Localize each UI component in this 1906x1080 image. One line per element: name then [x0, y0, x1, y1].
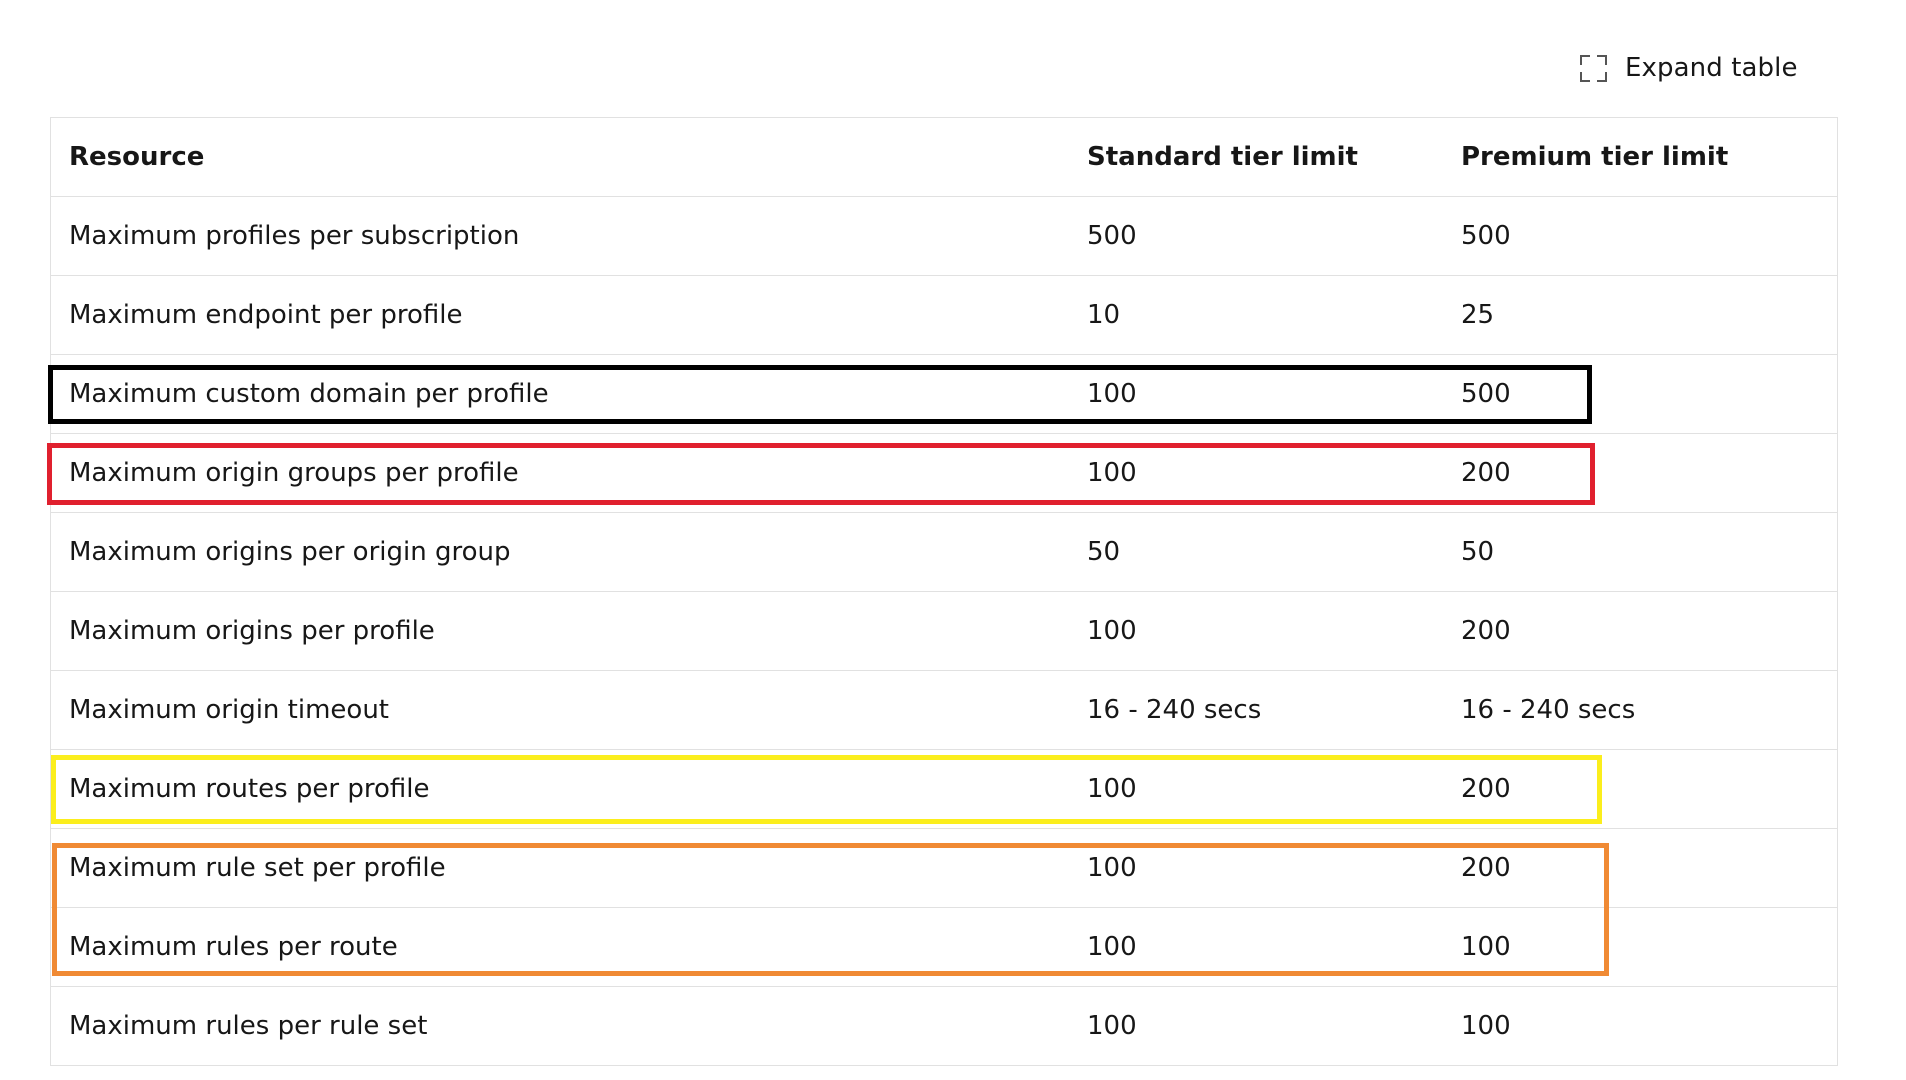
- cell-premium: 200: [1443, 591, 1837, 671]
- cell-premium: 200: [1443, 749, 1837, 829]
- cell-standard: 500: [1069, 196, 1443, 276]
- cell-premium: 25: [1443, 275, 1837, 355]
- cell-standard: 100: [1069, 354, 1443, 434]
- cell-resource: Maximum profiles per subscription: [51, 196, 1069, 276]
- expand-table-button[interactable]: Expand table: [1580, 46, 1798, 90]
- table-row: Maximum origin groups per profile 100 20…: [51, 433, 1837, 513]
- table-row: Maximum rule set per profile 100 200: [51, 828, 1837, 908]
- table-row: Maximum custom domain per profile 100 50…: [51, 354, 1837, 434]
- cell-premium: 500: [1443, 196, 1837, 276]
- cell-resource: Maximum origin timeout: [51, 670, 1069, 750]
- cell-resource: Maximum custom domain per profile: [51, 354, 1069, 434]
- cell-resource: Maximum origins per origin group: [51, 512, 1069, 592]
- cell-resource: Maximum rules per route: [51, 907, 1069, 987]
- cell-resource: Maximum rule set per profile: [51, 828, 1069, 908]
- cell-premium: 100: [1443, 986, 1837, 1066]
- cell-standard: 100: [1069, 986, 1443, 1066]
- cell-standard: 100: [1069, 591, 1443, 671]
- cell-standard: 100: [1069, 828, 1443, 908]
- table-row: Maximum profiles per subscription 500 50…: [51, 196, 1837, 276]
- table-row: Maximum origins per profile 100 200: [51, 591, 1837, 671]
- cell-resource: Maximum rules per rule set: [51, 986, 1069, 1066]
- cell-resource: Maximum origin groups per profile: [51, 433, 1069, 513]
- cell-standard: 50: [1069, 512, 1443, 592]
- table-row: Maximum rules per route 100 100: [51, 907, 1837, 987]
- cell-premium: 100: [1443, 907, 1837, 987]
- cell-standard: 10: [1069, 275, 1443, 355]
- expand-table-label: Expand table: [1625, 53, 1798, 83]
- table-row: Maximum rules per rule set 100 100: [51, 986, 1837, 1066]
- column-header-premium: Premium tier limit: [1443, 118, 1837, 197]
- table-header-row: Resource Standard tier limit Premium tie…: [51, 118, 1837, 197]
- limits-table: Resource Standard tier limit Premium tie…: [50, 117, 1838, 1066]
- table-row: Maximum origin timeout 16 - 240 secs 16 …: [51, 670, 1837, 750]
- cell-premium: 16 - 240 secs: [1443, 670, 1837, 750]
- column-header-resource: Resource: [51, 118, 1069, 197]
- cell-standard: 16 - 240 secs: [1069, 670, 1443, 750]
- table-row: Maximum endpoint per profile 10 25: [51, 275, 1837, 355]
- cell-standard: 100: [1069, 907, 1443, 987]
- expand-icon: [1580, 54, 1607, 82]
- cell-standard: 100: [1069, 433, 1443, 513]
- table-row: Maximum routes per profile 100 200: [51, 749, 1837, 829]
- cell-premium: 200: [1443, 828, 1837, 908]
- table-row: Maximum origins per origin group 50 50: [51, 512, 1837, 592]
- cell-premium: 200: [1443, 433, 1837, 513]
- cell-standard: 100: [1069, 749, 1443, 829]
- cell-premium: 50: [1443, 512, 1837, 592]
- cell-resource: Maximum routes per profile: [51, 749, 1069, 829]
- cell-resource: Maximum origins per profile: [51, 591, 1069, 671]
- cell-premium: 500: [1443, 354, 1837, 434]
- cell-resource: Maximum endpoint per profile: [51, 275, 1069, 355]
- column-header-standard: Standard tier limit: [1069, 118, 1443, 197]
